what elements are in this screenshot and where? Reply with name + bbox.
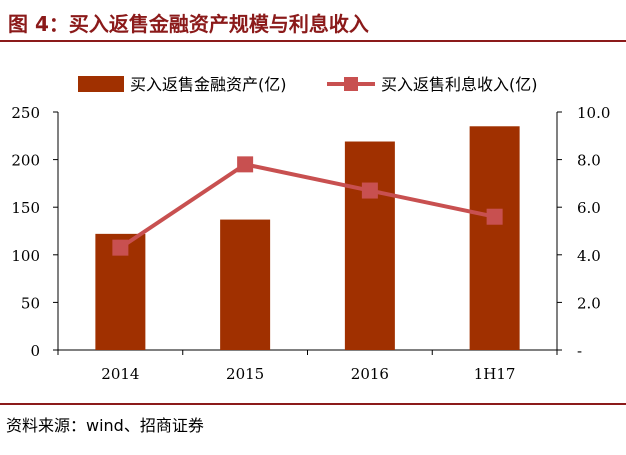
legend-bar-label: 买入返售金融资产(亿) <box>130 75 287 94</box>
legend-bar-swatch <box>78 76 124 92</box>
x-tick-label: 1H17 <box>474 365 516 383</box>
chart: 0 50 100 150 200 250 - 2.0 4.0 6.0 8.0 10.0 2014 2015… <box>11 75 610 383</box>
bar <box>220 219 271 350</box>
y-right-tick-label: 2.0 <box>577 294 601 312</box>
line-point <box>112 239 129 256</box>
y-left-tick-label: 0 <box>30 342 40 360</box>
line-point <box>486 208 503 225</box>
y-right-tick-label: - <box>577 342 582 360</box>
y-right-tick-label: 4.0 <box>577 247 601 265</box>
legend-line-marker <box>344 77 358 91</box>
x-tick-label: 2015 <box>226 365 264 383</box>
line-point <box>361 182 378 199</box>
x-tick-label: 2016 <box>351 365 389 383</box>
source-divider <box>0 403 626 405</box>
y-right-tick-label: 8.0 <box>577 152 601 170</box>
y-right-tick-label: 10.0 <box>577 104 610 122</box>
legend-line-label: 买入返售利息收入(亿) <box>381 75 538 94</box>
y-left-tick-label: 150 <box>11 199 40 217</box>
line-series <box>119 162 496 250</box>
y-left-tick-label: 100 <box>11 247 40 265</box>
bar <box>469 126 520 350</box>
y-right-tick-label: 6.0 <box>577 199 601 217</box>
figure-title: 图 4：买入返售金融资产规模与利息收入 <box>8 12 369 36</box>
title-divider <box>0 40 626 42</box>
y-left-tick-label: 200 <box>11 152 40 170</box>
y-left-tick-label: 50 <box>21 294 40 312</box>
x-tick-label: 2014 <box>101 365 139 383</box>
bar <box>344 141 395 350</box>
y-left-tick-label: 250 <box>11 104 40 122</box>
source-note: 资料来源：wind、招商证券 <box>6 416 204 435</box>
line-point <box>237 156 254 173</box>
